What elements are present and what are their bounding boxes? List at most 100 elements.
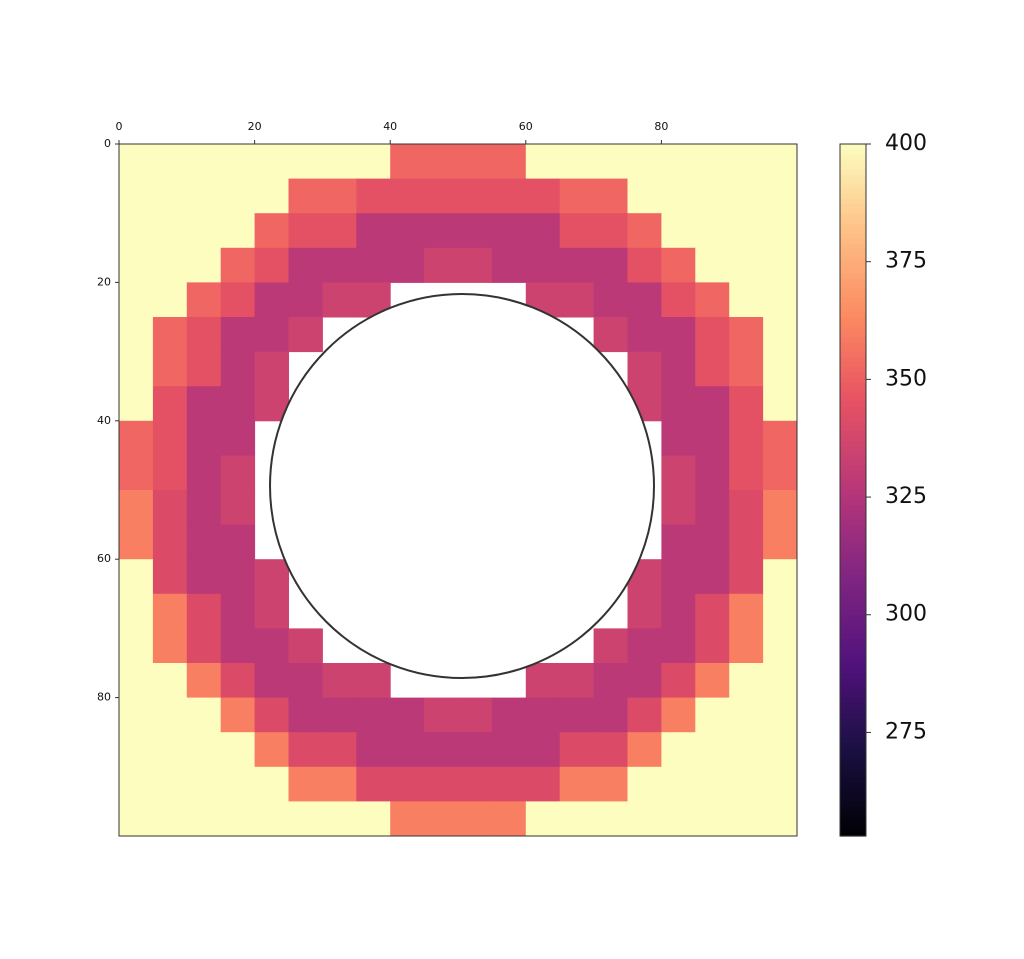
cell bbox=[322, 766, 357, 802]
cell bbox=[593, 732, 628, 768]
colorbar-step bbox=[840, 420, 866, 427]
cell bbox=[152, 282, 188, 318]
cell bbox=[288, 801, 323, 837]
cell bbox=[729, 766, 764, 802]
colorbar-step bbox=[840, 801, 866, 807]
y-tick-label: 0 bbox=[104, 137, 111, 150]
colorbar-tick-label: 375 bbox=[885, 249, 927, 274]
cell bbox=[220, 628, 256, 664]
colorbar-step bbox=[840, 638, 866, 644]
cell bbox=[593, 213, 628, 249]
cell bbox=[220, 732, 256, 768]
colorbar-step bbox=[840, 529, 866, 536]
cell bbox=[254, 697, 289, 733]
colorbar-step bbox=[840, 588, 866, 595]
cell bbox=[627, 144, 662, 180]
cell bbox=[763, 213, 798, 249]
colorbar-step bbox=[840, 658, 866, 664]
colorbar-step bbox=[840, 228, 866, 234]
colorbar-step bbox=[840, 351, 866, 358]
colorbar-step bbox=[840, 598, 866, 605]
cell bbox=[254, 144, 289, 180]
cell bbox=[458, 247, 493, 283]
cell bbox=[390, 801, 425, 837]
cell bbox=[695, 697, 730, 733]
colorbar-step bbox=[840, 717, 866, 723]
colorbar-step bbox=[840, 326, 866, 333]
cell bbox=[729, 386, 764, 422]
cell bbox=[119, 386, 154, 422]
cell bbox=[152, 490, 188, 526]
colorbar-step bbox=[840, 756, 866, 763]
cell bbox=[661, 178, 696, 214]
cell bbox=[186, 801, 222, 837]
cell bbox=[152, 766, 188, 802]
cell bbox=[186, 732, 222, 768]
cell bbox=[458, 178, 493, 214]
colorbar-step bbox=[840, 697, 866, 704]
cell bbox=[661, 559, 696, 595]
cell bbox=[763, 559, 798, 595]
cell bbox=[661, 144, 696, 180]
cell bbox=[559, 663, 595, 699]
cell bbox=[186, 697, 222, 733]
cell bbox=[695, 490, 730, 526]
colorbar-step bbox=[840, 781, 866, 788]
colorbar-step bbox=[840, 376, 866, 382]
cell bbox=[661, 732, 696, 768]
colorbar-step bbox=[840, 356, 866, 363]
colorbar-step bbox=[840, 623, 866, 629]
cell bbox=[695, 213, 730, 249]
cell bbox=[729, 628, 764, 664]
colorbar-step bbox=[840, 252, 866, 259]
colorbar-step bbox=[840, 821, 866, 827]
colorbar-step bbox=[840, 628, 866, 634]
cell bbox=[152, 351, 188, 387]
colorbar-step bbox=[840, 514, 866, 521]
cell bbox=[559, 732, 595, 768]
cell bbox=[559, 144, 595, 180]
cell bbox=[254, 282, 289, 318]
colorbar-step bbox=[840, 242, 866, 249]
colorbar-step bbox=[840, 297, 866, 303]
cell bbox=[220, 317, 256, 353]
cell bbox=[152, 420, 188, 456]
cell bbox=[186, 766, 222, 802]
cell bbox=[322, 282, 357, 318]
colorbar-tick-label: 350 bbox=[885, 366, 927, 391]
cell bbox=[627, 628, 662, 664]
cell bbox=[220, 697, 256, 733]
colorbar-step bbox=[840, 751, 866, 758]
colorbar-step bbox=[840, 816, 866, 822]
cell bbox=[254, 559, 289, 595]
cell bbox=[763, 593, 798, 629]
cell bbox=[763, 663, 798, 699]
colorbar-step bbox=[840, 257, 866, 264]
cell bbox=[763, 628, 798, 664]
cell bbox=[220, 490, 256, 526]
cell bbox=[220, 247, 256, 283]
cell bbox=[356, 766, 391, 802]
colorbar-step bbox=[840, 430, 866, 437]
cell bbox=[593, 317, 628, 353]
cell bbox=[729, 697, 764, 733]
cell bbox=[695, 628, 730, 664]
cell bbox=[254, 247, 289, 283]
cell bbox=[763, 455, 798, 491]
cell bbox=[491, 732, 527, 768]
cell bbox=[661, 420, 696, 456]
cell bbox=[458, 144, 493, 180]
cell bbox=[186, 213, 222, 249]
colorbar-step bbox=[840, 771, 866, 778]
cell bbox=[729, 524, 764, 560]
colorbar-step bbox=[840, 613, 866, 620]
cell bbox=[390, 247, 425, 283]
cell bbox=[288, 317, 323, 353]
cell bbox=[695, 663, 730, 699]
colorbar-step bbox=[840, 475, 866, 481]
colorbar-step bbox=[840, 519, 866, 526]
cell bbox=[220, 144, 256, 180]
cell bbox=[525, 732, 561, 768]
colorbar-step bbox=[840, 336, 866, 343]
